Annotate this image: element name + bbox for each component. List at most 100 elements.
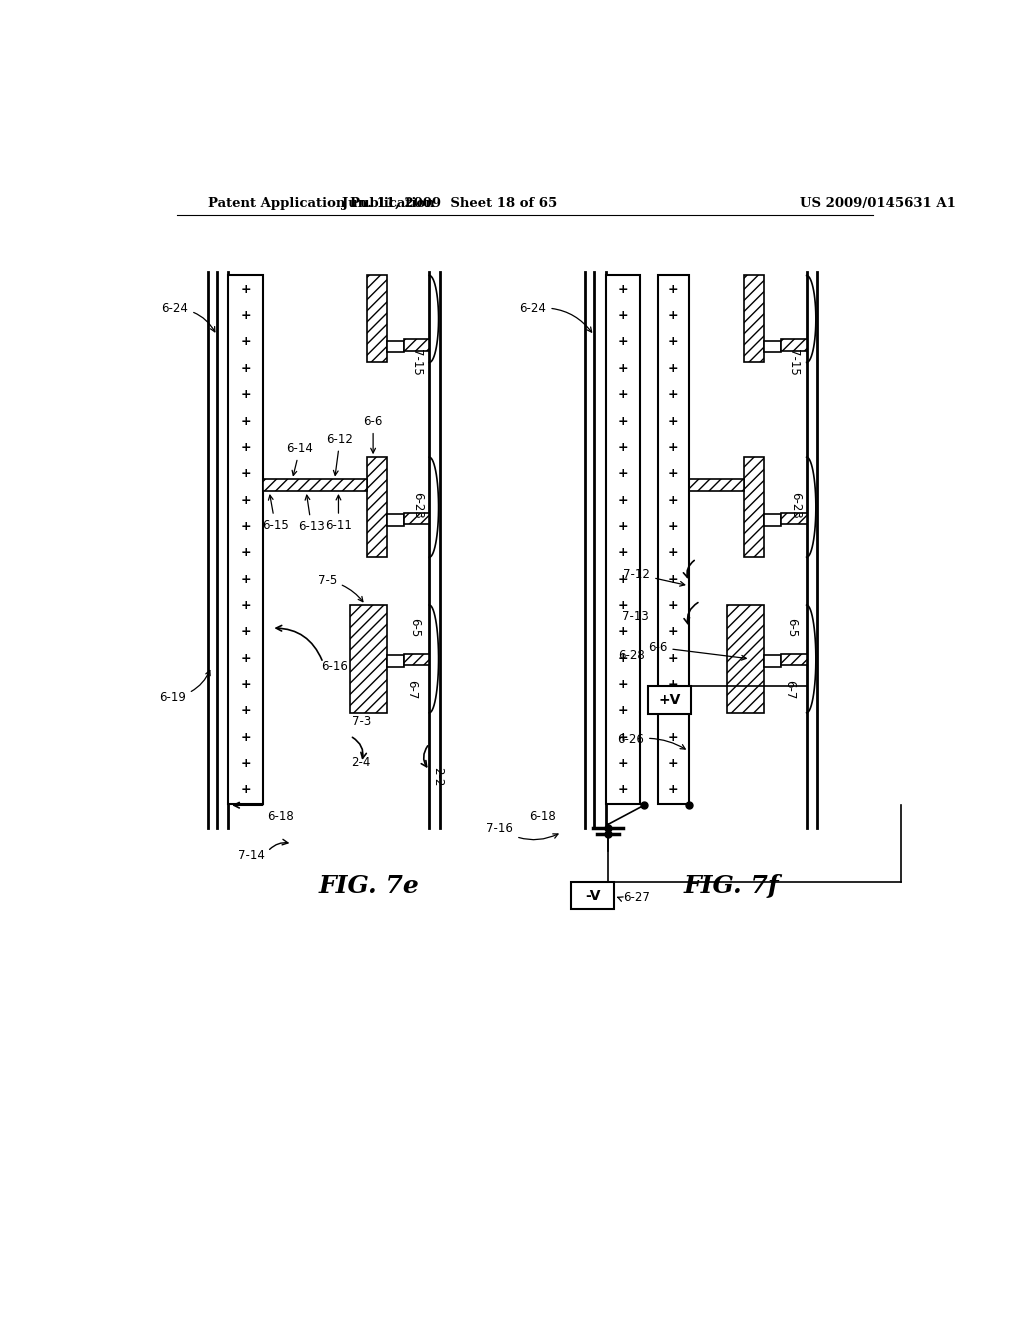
Text: +: + (241, 783, 251, 796)
Text: 6-7: 6-7 (782, 680, 796, 700)
Bar (263, 479, 367, 491)
Bar (727, 605, 764, 713)
Bar (764, 341, 781, 352)
Bar (764, 655, 781, 667)
Text: +: + (668, 335, 679, 348)
Text: Jun. 11, 2009  Sheet 18 of 65: Jun. 11, 2009 Sheet 18 of 65 (342, 197, 558, 210)
Bar (781, 653, 807, 665)
Text: +: + (668, 414, 679, 428)
Text: +: + (241, 467, 251, 480)
Text: 6-7: 6-7 (406, 680, 419, 700)
Text: +V: +V (658, 693, 681, 708)
Text: +: + (617, 414, 629, 428)
Text: +: + (617, 335, 629, 348)
Bar (571, 882, 614, 909)
Bar (764, 515, 781, 525)
Text: 7-15: 7-15 (787, 348, 801, 376)
Text: +: + (241, 309, 251, 322)
Text: +: + (241, 414, 251, 428)
Text: +: + (668, 573, 679, 586)
Text: 7-13: 7-13 (622, 610, 648, 623)
Text: +: + (241, 362, 251, 375)
Text: +: + (241, 705, 251, 717)
Text: +: + (617, 362, 629, 375)
Text: +: + (617, 520, 629, 533)
Text: 6-5: 6-5 (785, 619, 798, 638)
Text: 7-5: 7-5 (317, 574, 362, 602)
Text: +: + (241, 335, 251, 348)
Text: +: + (668, 362, 679, 375)
Text: +: + (241, 678, 251, 690)
Text: +: + (617, 388, 629, 401)
Text: +: + (617, 756, 629, 770)
Text: 6-6: 6-6 (364, 414, 383, 453)
Text: +: + (668, 441, 679, 454)
Text: 6-24: 6-24 (519, 302, 592, 333)
Bar (781, 512, 807, 524)
Text: 6-26: 6-26 (617, 733, 685, 748)
Text: +: + (617, 309, 629, 322)
Bar (228, 276, 263, 804)
Text: 6-13: 6-13 (298, 495, 325, 533)
Text: 7-16: 7-16 (486, 822, 558, 840)
Bar (387, 515, 403, 525)
Text: +: + (668, 705, 679, 717)
Bar (658, 276, 689, 804)
Text: 6-16: 6-16 (322, 660, 348, 673)
Text: 7-3: 7-3 (352, 715, 371, 729)
Bar (670, 479, 744, 491)
Text: +: + (617, 494, 629, 507)
Text: +: + (668, 388, 679, 401)
Text: +: + (241, 546, 251, 560)
Text: +: + (617, 573, 629, 586)
Text: +: + (668, 546, 679, 560)
Text: +: + (668, 599, 679, 612)
Text: 6-15: 6-15 (262, 495, 289, 532)
Text: 2-4: 2-4 (351, 756, 370, 770)
Text: 7-14: 7-14 (239, 849, 265, 862)
Bar (387, 655, 403, 667)
Text: +: + (617, 546, 629, 560)
Text: +: + (241, 730, 251, 743)
Text: +: + (617, 441, 629, 454)
Text: +: + (617, 783, 629, 796)
Bar (403, 339, 429, 351)
Bar (403, 512, 429, 524)
Text: +: + (241, 441, 251, 454)
Text: +: + (241, 756, 251, 770)
Text: 6-14: 6-14 (287, 442, 313, 475)
Bar (350, 605, 387, 713)
Bar (744, 457, 764, 557)
Text: 6-19: 6-19 (159, 671, 210, 704)
Text: -V: -V (585, 888, 600, 903)
Text: +: + (617, 652, 629, 664)
Text: +: + (668, 282, 679, 296)
Text: +: + (668, 756, 679, 770)
Text: FIG. 7f: FIG. 7f (683, 874, 779, 898)
Text: Patent Application Publication: Patent Application Publication (208, 197, 434, 210)
Text: +: + (617, 705, 629, 717)
Text: +: + (241, 388, 251, 401)
Text: +: + (668, 494, 679, 507)
Text: +: + (617, 599, 629, 612)
Text: +: + (241, 599, 251, 612)
Text: 7-15: 7-15 (410, 348, 423, 376)
Text: 6-12: 6-12 (327, 433, 353, 475)
Text: 6-27: 6-27 (617, 891, 650, 904)
Text: +: + (617, 467, 629, 480)
Text: 6-18: 6-18 (529, 810, 556, 824)
Bar (403, 653, 429, 665)
Text: +: + (668, 520, 679, 533)
Text: +: + (241, 520, 251, 533)
Text: FIG. 7e: FIG. 7e (318, 874, 420, 898)
Text: 2-2: 2-2 (431, 767, 443, 787)
Text: +: + (668, 678, 679, 690)
Text: 6-11: 6-11 (325, 495, 352, 532)
Text: +: + (617, 678, 629, 690)
Text: +: + (617, 626, 629, 639)
Bar (605, 276, 640, 804)
Text: +: + (241, 573, 251, 586)
Text: US 2009/0145631 A1: US 2009/0145631 A1 (801, 197, 956, 210)
Text: +: + (241, 652, 251, 664)
Text: +: + (617, 282, 629, 296)
